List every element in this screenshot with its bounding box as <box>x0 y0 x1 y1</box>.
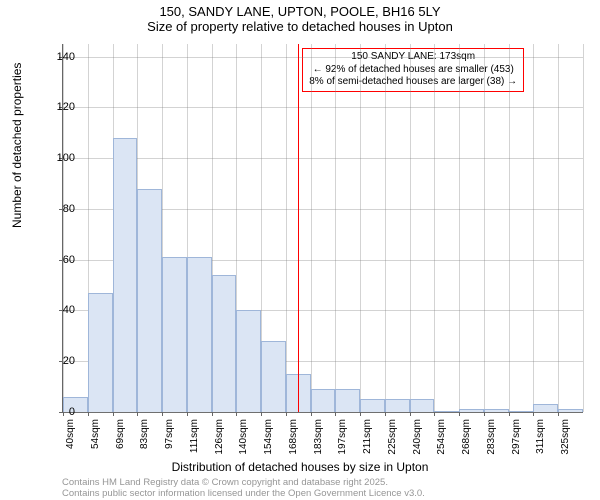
histogram-bar <box>533 404 558 412</box>
footnote-1: Contains HM Land Registry data © Crown c… <box>62 477 388 488</box>
chart-title-main: 150, SANDY LANE, UPTON, POOLE, BH16 5LY <box>0 0 600 19</box>
gridline-h <box>63 158 583 159</box>
xtick-mark <box>533 412 534 416</box>
xtick-mark <box>385 412 386 416</box>
xtick-label: 140sqm <box>238 419 249 455</box>
histogram-bar <box>484 409 509 412</box>
x-axis-label: Distribution of detached houses by size … <box>0 460 600 474</box>
histogram-bar <box>261 341 286 412</box>
xtick-mark <box>335 412 336 416</box>
xtick-label: 325sqm <box>560 419 571 455</box>
xtick-label: 311sqm <box>535 419 546 454</box>
y-axis-label: Number of detached properties <box>10 63 24 228</box>
gridline-v <box>410 44 411 412</box>
xtick-label: 268sqm <box>461 419 472 455</box>
ytick-label: 100 <box>45 152 75 164</box>
xtick-mark <box>212 412 213 416</box>
xtick-label: 197sqm <box>337 419 348 455</box>
histogram-bar <box>434 411 459 412</box>
gridline-v <box>335 44 336 412</box>
xtick-mark <box>459 412 460 416</box>
histogram-bar <box>212 275 237 412</box>
xtick-label: 40sqm <box>65 419 76 449</box>
histogram-bar <box>459 409 484 412</box>
ytick-label: 40 <box>45 304 75 316</box>
ytick-label: 0 <box>45 406 75 418</box>
xtick-mark <box>113 412 114 416</box>
footnote-2: Contains public sector information licen… <box>62 488 425 499</box>
xtick-mark <box>88 412 89 416</box>
xtick-label: 111sqm <box>189 419 200 453</box>
histogram-bar <box>137 189 162 412</box>
ytick-label: 140 <box>45 51 75 63</box>
gridline-v <box>385 44 386 412</box>
xtick-label: 97sqm <box>164 419 175 449</box>
ytick-label: 20 <box>45 355 75 367</box>
ytick-label: 80 <box>45 203 75 215</box>
xtick-mark <box>137 412 138 416</box>
gridline-v <box>484 44 485 412</box>
histogram-bar <box>335 389 360 412</box>
xtick-label: 297sqm <box>511 419 522 455</box>
histogram-bar <box>311 389 336 412</box>
xtick-mark <box>236 412 237 416</box>
xtick-label: 211sqm <box>362 419 373 454</box>
xtick-mark <box>558 412 559 416</box>
xtick-mark <box>434 412 435 416</box>
histogram-bar <box>360 399 385 412</box>
marker-line <box>298 44 299 412</box>
histogram-bar <box>113 138 138 412</box>
gridline-h <box>63 107 583 108</box>
gridline-v <box>509 44 510 412</box>
histogram-bar <box>162 257 187 412</box>
xtick-mark <box>360 412 361 416</box>
xtick-label: 126sqm <box>214 419 225 455</box>
xtick-mark <box>484 412 485 416</box>
histogram-bar <box>187 257 212 412</box>
histogram-bar <box>88 293 113 412</box>
gridline-v <box>286 44 287 412</box>
gridline-v <box>533 44 534 412</box>
plot-area: 150 SANDY LANE: 173sqm ← 92% of detached… <box>62 44 583 413</box>
xtick-label: 83sqm <box>139 419 150 449</box>
gridline-v <box>459 44 460 412</box>
xtick-mark <box>187 412 188 416</box>
xtick-label: 168sqm <box>288 419 299 455</box>
xtick-mark <box>410 412 411 416</box>
gridline-v <box>360 44 361 412</box>
ytick-label: 60 <box>45 254 75 266</box>
xtick-mark <box>311 412 312 416</box>
gridline-v <box>583 44 584 412</box>
xtick-label: 54sqm <box>90 419 101 449</box>
gridline-v <box>311 44 312 412</box>
xtick-label: 283sqm <box>486 419 497 455</box>
xtick-mark <box>286 412 287 416</box>
xtick-mark <box>509 412 510 416</box>
xtick-label: 183sqm <box>313 419 324 455</box>
gridline-v <box>558 44 559 412</box>
xtick-label: 69sqm <box>115 419 126 449</box>
histogram-bar <box>509 411 534 412</box>
xtick-label: 154sqm <box>263 419 274 455</box>
histogram-bar <box>558 409 583 412</box>
gridline-h <box>63 412 583 413</box>
histogram-bar <box>385 399 410 412</box>
xtick-mark <box>162 412 163 416</box>
chart-title-sub: Size of property relative to detached ho… <box>0 19 600 34</box>
xtick-label: 225sqm <box>387 419 398 455</box>
histogram-bar <box>236 310 261 412</box>
chart-container: 150, SANDY LANE, UPTON, POOLE, BH16 5LY … <box>0 0 600 500</box>
gridline-v <box>434 44 435 412</box>
histogram-bar <box>410 399 435 412</box>
xtick-label: 240sqm <box>412 419 423 455</box>
xtick-mark <box>261 412 262 416</box>
annotation-line2: ← 92% of detached houses are smaller (45… <box>309 64 517 77</box>
xtick-label: 254sqm <box>436 419 447 455</box>
gridline-h <box>63 57 583 58</box>
ytick-label: 120 <box>45 101 75 113</box>
annotation-line3: 8% of semi-detached houses are larger (3… <box>309 76 517 89</box>
